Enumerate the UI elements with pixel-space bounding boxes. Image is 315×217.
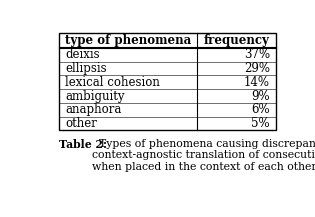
Text: anaphora: anaphora xyxy=(65,103,121,116)
Text: 14%: 14% xyxy=(244,76,270,89)
Text: 29%: 29% xyxy=(244,62,270,75)
Text: frequency: frequency xyxy=(203,34,269,47)
Text: deixis: deixis xyxy=(65,48,100,61)
Text: lexical cohesion: lexical cohesion xyxy=(65,76,160,89)
Text: 37%: 37% xyxy=(244,48,270,61)
Text: ambiguity: ambiguity xyxy=(65,90,124,103)
Text: Types of phenomena causing discrepancy in
context-agnostic translation of consec: Types of phenomena causing discrepancy i… xyxy=(92,139,315,172)
Text: other: other xyxy=(65,117,97,130)
Text: type of phenomena: type of phenomena xyxy=(65,34,191,47)
Text: 5%: 5% xyxy=(251,117,270,130)
Text: 6%: 6% xyxy=(251,103,270,116)
Text: 9%: 9% xyxy=(251,90,270,103)
Text: ellipsis: ellipsis xyxy=(65,62,107,75)
Text: Table 2:: Table 2: xyxy=(59,139,107,150)
